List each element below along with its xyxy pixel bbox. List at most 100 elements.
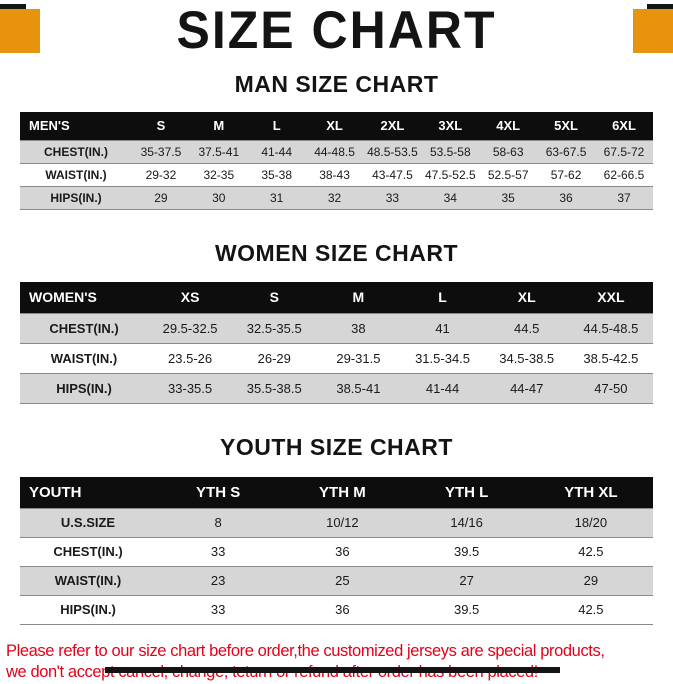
size-value-cell: 32.5-35.5	[232, 313, 316, 343]
size-value-cell: 43-47.5	[364, 163, 422, 186]
size-value-cell: 44.5	[485, 313, 569, 343]
row-label-cell: HIPS(IN.)	[20, 186, 132, 209]
size-value-cell: 35-37.5	[132, 140, 190, 163]
size-value-cell: 48.5-53.5	[364, 140, 422, 163]
size-column-header: 3XL	[421, 112, 479, 141]
size-column-header: YTH S	[156, 477, 280, 509]
row-label-cell: WAIST(IN.)	[20, 566, 156, 595]
size-column-header: 4XL	[479, 112, 537, 141]
size-column-header: L	[248, 112, 306, 141]
size-value-cell: 29.5-32.5	[148, 313, 232, 343]
size-value-cell: 52.5-57	[479, 163, 537, 186]
order-policy-note-line2: we don't accept cancel, change, teturn o…	[6, 662, 669, 684]
size-value-cell: 33	[364, 186, 422, 209]
size-value-cell: 37	[595, 186, 653, 209]
row-label-cell: HIPS(IN.)	[20, 595, 156, 624]
size-value-cell: 58-63	[479, 140, 537, 163]
size-value-cell: 42.5	[529, 595, 653, 624]
size-value-cell: 38	[316, 313, 400, 343]
size-value-cell: 23.5-26	[148, 343, 232, 373]
size-value-cell: 67.5-72	[595, 140, 653, 163]
size-value-cell: 42.5	[529, 537, 653, 566]
size-value-cell: 47-50	[569, 373, 653, 403]
size-value-cell: 39.5	[405, 537, 529, 566]
size-value-cell: 32	[306, 186, 364, 209]
size-value-cell: 57-62	[537, 163, 595, 186]
size-value-cell: 39.5	[405, 595, 529, 624]
size-value-cell: 30	[190, 186, 248, 209]
size-value-cell: 63-67.5	[537, 140, 595, 163]
size-value-cell: 44-48.5	[306, 140, 364, 163]
size-value-cell: 41-44	[400, 373, 484, 403]
row-label-cell: WAIST(IN.)	[20, 163, 132, 186]
table-corner-header: WOMEN'S	[20, 282, 148, 314]
size-value-cell: 33	[156, 537, 280, 566]
row-label-cell: CHEST(IN.)	[20, 140, 132, 163]
size-column-header: 6XL	[595, 112, 653, 141]
size-value-cell: 36	[280, 537, 404, 566]
size-value-cell: 35.5-38.5	[232, 373, 316, 403]
size-column-header: YTH L	[405, 477, 529, 509]
top-right-orange-square	[633, 9, 673, 53]
size-value-cell: 62-66.5	[595, 163, 653, 186]
size-value-cell: 35-38	[248, 163, 306, 186]
order-policy-note: Please refer to our size chart before or…	[6, 641, 669, 684]
size-value-cell: 38.5-42.5	[569, 343, 653, 373]
size-value-cell: 18/20	[529, 508, 653, 537]
top-left-orange-square	[0, 9, 40, 53]
size-column-header: XL	[306, 112, 364, 141]
size-value-cell: 33	[156, 595, 280, 624]
size-value-cell: 36	[537, 186, 595, 209]
size-value-cell: 44.5-48.5	[569, 313, 653, 343]
size-column-header: XS	[148, 282, 232, 314]
size-value-cell: 41	[400, 313, 484, 343]
size-value-cell: 25	[280, 566, 404, 595]
size-value-cell: 8	[156, 508, 280, 537]
size-column-header: L	[400, 282, 484, 314]
size-column-header: YTH M	[280, 477, 404, 509]
size-column-header: 2XL	[364, 112, 422, 141]
size-column-header: S	[232, 282, 316, 314]
size-value-cell: 29	[132, 186, 190, 209]
size-value-cell: 29	[529, 566, 653, 595]
size-column-header: YTH XL	[529, 477, 653, 509]
size-value-cell: 23	[156, 566, 280, 595]
size-value-cell: 14/16	[405, 508, 529, 537]
size-value-cell: 33-35.5	[148, 373, 232, 403]
size-column-header: XXL	[569, 282, 653, 314]
size-value-cell: 26-29	[232, 343, 316, 373]
size-column-header: S	[132, 112, 190, 141]
man-size-chart-heading: MAN SIZE CHART	[0, 71, 673, 98]
row-label-cell: WAIST(IN.)	[20, 343, 148, 373]
row-label-cell: CHEST(IN.)	[20, 313, 148, 343]
size-value-cell: 44-47	[485, 373, 569, 403]
size-value-cell: 34.5-38.5	[485, 343, 569, 373]
page-title: SIZE CHART	[48, 2, 625, 58]
table-corner-header: MEN'S	[20, 112, 132, 141]
bottom-crop-bar	[105, 667, 560, 673]
size-value-cell: 41-44	[248, 140, 306, 163]
size-value-cell: 35	[479, 186, 537, 209]
size-value-cell: 10/12	[280, 508, 404, 537]
row-label-cell: HIPS(IN.)	[20, 373, 148, 403]
size-value-cell: 53.5-58	[421, 140, 479, 163]
order-policy-note-line1: Please refer to our size chart before or…	[6, 641, 669, 663]
table-corner-header: YOUTH	[20, 477, 156, 509]
size-value-cell: 31	[248, 186, 306, 209]
size-column-header: 5XL	[537, 112, 595, 141]
size-value-cell: 27	[405, 566, 529, 595]
size-value-cell: 38.5-41	[316, 373, 400, 403]
size-column-header: XL	[485, 282, 569, 314]
